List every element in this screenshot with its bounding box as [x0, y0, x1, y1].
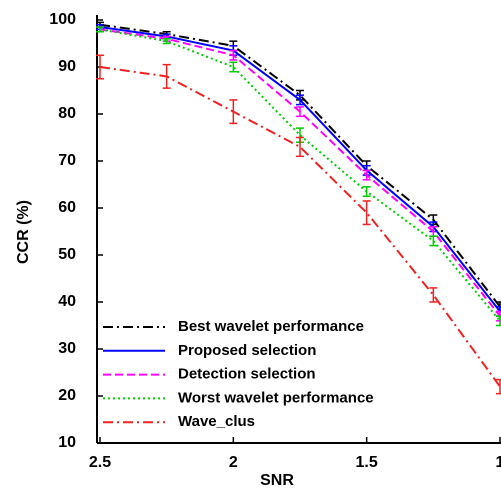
error-bar — [229, 61, 238, 73]
error-bar — [296, 94, 304, 106]
legend-label: Worst wavelet performance — [178, 389, 374, 406]
legend-label: Wave_clus — [178, 413, 255, 430]
y-tick-label: 80 — [58, 105, 76, 122]
error-bar — [96, 54, 104, 80]
series-line — [99, 28, 501, 317]
y-tick-label: 60 — [58, 199, 76, 216]
error-bar — [162, 63, 171, 89]
error-bar — [162, 38, 171, 45]
y-tick-label: 20 — [58, 387, 76, 404]
error-bar — [229, 99, 238, 125]
series-line — [99, 26, 501, 313]
error-bar — [296, 136, 304, 158]
x-axis-label: SNR — [260, 472, 294, 489]
error-bar — [496, 315, 501, 327]
error-bar — [362, 200, 371, 226]
series-line — [99, 23, 501, 308]
error-bar — [296, 106, 304, 118]
y-tick-label: 10 — [58, 434, 76, 451]
x-tick-label: 2.5 — [89, 454, 111, 471]
x-tick-label: 1 — [496, 454, 501, 471]
y-tick-label: 50 — [58, 246, 76, 263]
y-axis-label: CCR (%) — [15, 200, 32, 264]
series-line — [99, 28, 501, 322]
error-bar — [96, 26, 104, 33]
x-tick-label: 2 — [229, 454, 238, 471]
y-tick-label: 90 — [58, 58, 76, 75]
error-bar — [496, 378, 501, 395]
legend-label: Detection selection — [178, 366, 316, 383]
error-bar — [229, 49, 238, 61]
legend-label: Best wavelet performance — [178, 318, 364, 335]
error-bar — [429, 287, 438, 303]
y-tick-label: 70 — [58, 152, 76, 169]
error-bar — [362, 169, 371, 181]
error-bar — [429, 235, 438, 247]
y-tick-label: 40 — [58, 293, 76, 310]
legend-label: Proposed selection — [178, 342, 316, 359]
x-tick-label: 1.5 — [356, 454, 378, 471]
error-bar — [362, 186, 371, 197]
y-tick-label: 100 — [49, 11, 76, 28]
y-tick-label: 30 — [58, 340, 76, 357]
